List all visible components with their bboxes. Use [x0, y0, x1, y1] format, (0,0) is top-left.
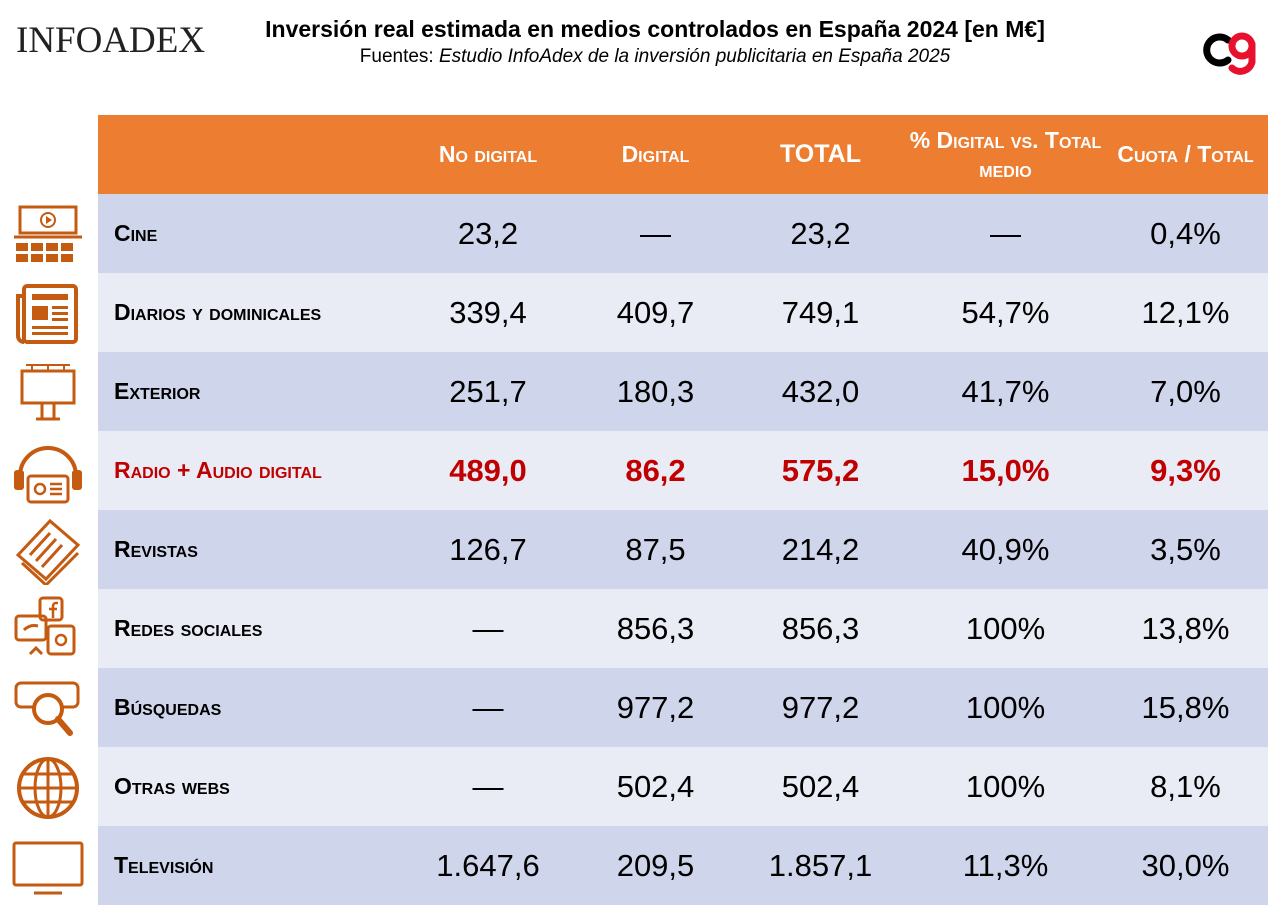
- no-digital-cell: 1.647,6: [398, 826, 578, 905]
- header-cell-digital: Digital: [578, 115, 733, 194]
- media-name-cell: Televisión: [98, 826, 398, 905]
- digital-cell: 409,7: [578, 273, 733, 352]
- newspaper-icon: [16, 284, 78, 344]
- no-digital-cell: —: [398, 668, 578, 747]
- table-row: Otras webs —502,4 502,4 100% 8,1%: [98, 747, 1268, 826]
- cuota-cell: 12,1%: [1103, 273, 1268, 352]
- total-cell: 977,2: [733, 668, 908, 747]
- header-cell-cuota: Cuota / Total: [1103, 115, 1268, 194]
- pct-digital-cell: —: [908, 194, 1103, 273]
- table-header-row: No digital Digital TOTAL % Digital vs. T…: [98, 115, 1268, 194]
- media-name-cell: Revistas: [98, 510, 398, 589]
- media-name-cell: Otras webs: [98, 747, 398, 826]
- pct-digital-cell: 15,0%: [908, 431, 1103, 510]
- subtitle-source: Estudio InfoAdex de la inversión publici…: [438, 46, 951, 67]
- digital-cell: —: [578, 194, 733, 273]
- media-name-cell: Exterior: [98, 352, 398, 431]
- no-digital-cell: 339,4: [398, 273, 578, 352]
- subtitle-prefix: Fuentes:: [359, 46, 439, 67]
- page-title: Inversión real estimada en medios contro…: [265, 16, 1045, 42]
- header-cell-media: [98, 115, 398, 194]
- table-body: Cine 23,2—23,2—0,4% Diarios y dominicales 3…: [98, 194, 1268, 905]
- search-icon: [14, 681, 80, 736]
- digital-cell: 977,2: [578, 668, 733, 747]
- table-row: Exterior 251,7 180,3 432,0 41,7% 7,0%: [98, 352, 1268, 431]
- table-row: Radio + Audio digital 489,0 86,2 575,2 15,0%…: [98, 431, 1268, 510]
- no-digital-cell: —: [398, 589, 578, 668]
- infoadex-logo: INFOADEX: [16, 20, 206, 61]
- pct-digital-cell: 100%: [908, 668, 1103, 747]
- total-cell: 23,2: [733, 194, 908, 273]
- page-subtitle: Fuentes: Estudio InfoAdex de la inversió…: [230, 44, 1080, 70]
- globe-icon: [17, 757, 79, 819]
- cuota-cell: 7,0%: [1103, 352, 1268, 431]
- no-digital-cell: 23,2: [398, 194, 578, 273]
- cuota-cell: 3,5%: [1103, 510, 1268, 589]
- digital-cell: 180,3: [578, 352, 733, 431]
- pct-digital-cell: 11,3%: [908, 826, 1103, 905]
- table-row: Búsquedas —977,2 977,2 100% 15,8%: [98, 668, 1268, 747]
- cuota-cell: 0,4%: [1103, 194, 1268, 273]
- digital-cell: 856,3: [578, 589, 733, 668]
- header-cell-pct-digital: % Digital vs. Total medio: [908, 115, 1103, 194]
- digital-cell: 86,2: [578, 431, 733, 510]
- pct-digital-cell: 100%: [908, 747, 1103, 826]
- cuota-cell: 30,0%: [1103, 826, 1268, 905]
- no-digital-cell: 251,7: [398, 352, 578, 431]
- table-row: Revistas 126,7 87,5 214,2 40,9% 3,5%: [98, 510, 1268, 589]
- page-header: INFOADEX Inversión real estimada en medi…: [0, 0, 1278, 100]
- no-digital-cell: 126,7: [398, 510, 578, 589]
- no-digital-cell: —: [398, 747, 578, 826]
- media-name-cell: Radio + Audio digital: [98, 431, 398, 510]
- digital-cell: 209,5: [578, 826, 733, 905]
- radio-headphones-icon: [14, 446, 82, 504]
- cuota-cell: 15,8%: [1103, 668, 1268, 747]
- billboard-icon: [20, 364, 76, 421]
- table-row: Televisión 1.647,6 209,5 1.857,1 11,3% 30,0%: [98, 826, 1268, 905]
- pct-digital-cell: 54,7%: [908, 273, 1103, 352]
- total-cell: 749,1: [733, 273, 908, 352]
- total-cell: 1.857,1: [733, 826, 908, 905]
- media-name-cell: Cine: [98, 194, 398, 273]
- total-cell: 502,4: [733, 747, 908, 826]
- investment-table-wrap: No digital Digital TOTAL % Digital vs. T…: [98, 115, 1268, 905]
- total-cell: 856,3: [733, 589, 908, 668]
- pct-digital-cell: 100%: [908, 589, 1103, 668]
- cinema-icon: [14, 205, 82, 262]
- magazine-icon: [15, 518, 81, 585]
- media-name-cell: Búsquedas: [98, 668, 398, 747]
- brand-logo-icon: [1203, 32, 1256, 75]
- table-row: Diarios y dominicales 339,4 409,7 749,1 54,7…: [98, 273, 1268, 352]
- table-row: Cine 23,2—23,2—0,4%: [98, 194, 1268, 273]
- media-name-cell: Redes sociales: [98, 589, 398, 668]
- table-row: Redes sociales —856,3 856,3 100% 13,8%: [98, 589, 1268, 668]
- total-cell: 432,0: [733, 352, 908, 431]
- digital-cell: 502,4: [578, 747, 733, 826]
- investment-table: No digital Digital TOTAL % Digital vs. T…: [98, 115, 1268, 905]
- header-cell-no-digital: No digital: [398, 115, 578, 194]
- cuota-cell: 13,8%: [1103, 589, 1268, 668]
- pct-digital-cell: 40,9%: [908, 510, 1103, 589]
- cuota-cell: 8,1%: [1103, 747, 1268, 826]
- cuota-cell: 9,3%: [1103, 431, 1268, 510]
- pct-digital-cell: 41,7%: [908, 352, 1103, 431]
- header-cell-total: TOTAL: [733, 115, 908, 194]
- social-media-icon: [14, 596, 76, 656]
- title-block: Inversión real estimada en medios contro…: [230, 14, 1080, 70]
- media-name-cell: Diarios y dominicales: [98, 273, 398, 352]
- no-digital-cell: 489,0: [398, 431, 578, 510]
- digital-cell: 87,5: [578, 510, 733, 589]
- total-cell: 214,2: [733, 510, 908, 589]
- tv-icon: [12, 841, 84, 895]
- total-cell: 575,2: [733, 431, 908, 510]
